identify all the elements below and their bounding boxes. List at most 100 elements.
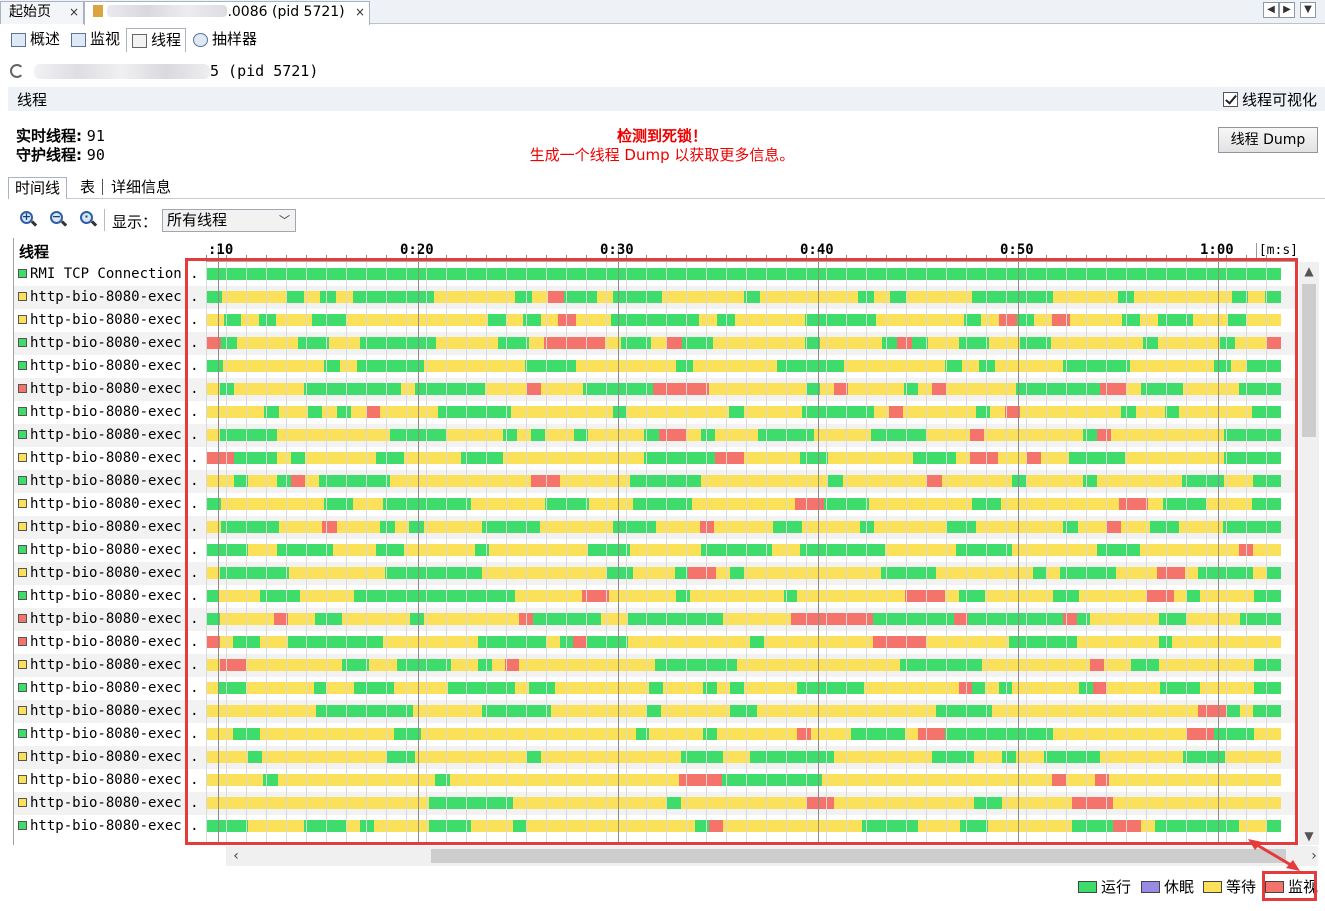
state-segment — [838, 590, 851, 602]
show-filter-select[interactable]: 所有线程 ﹀ — [162, 209, 296, 232]
thread-name[interactable]: http-bio-8080-exec.. — [18, 815, 199, 838]
thread-name[interactable]: http-bio-8080-exec.. — [18, 309, 199, 332]
state-segment — [913, 544, 927, 556]
state-segment — [1005, 567, 1019, 579]
horizontal-scrollbar[interactable]: ‹ › — [226, 846, 1318, 866]
thread-name[interactable]: RMI TCP Connection.. — [18, 263, 199, 286]
state-segment — [220, 544, 234, 556]
ruler-tick — [386, 255, 387, 261]
state-segment — [865, 774, 880, 786]
thread-name[interactable]: http-bio-8080-exec.. — [18, 332, 199, 355]
thread-name[interactable]: http-bio-8080-exec.. — [18, 654, 199, 677]
thread-name[interactable]: http-bio-8080-exec.. — [18, 493, 199, 516]
state-segment — [358, 705, 371, 717]
state-segment — [413, 705, 427, 717]
state-segment — [927, 475, 942, 487]
tab-table[interactable]: 表 — [80, 178, 96, 196]
thread-name[interactable]: http-bio-8080-exec.. — [18, 723, 199, 746]
zoom-out-icon[interactable]: − — [50, 210, 68, 229]
scroll-left-icon[interactable]: ‹ — [233, 848, 239, 864]
state-segment — [625, 383, 639, 395]
close-icon[interactable]: × — [68, 5, 79, 19]
state-segment — [729, 406, 744, 418]
thread-name[interactable]: http-bio-8080-exec.. — [18, 378, 199, 401]
scroll-down-icon[interactable]: ▼ — [1304, 829, 1314, 843]
vertical-scroll-thumb[interactable] — [1302, 284, 1316, 437]
state-segment — [470, 314, 488, 326]
state-segment — [981, 314, 999, 326]
close-icon[interactable]: × — [354, 5, 365, 19]
tab-scroll-left-icon[interactable]: ◀ — [1263, 2, 1279, 18]
tab-process[interactable]: .0086 (pid 5721) × — [84, 1, 370, 25]
state-segment — [976, 521, 990, 533]
tab-sampler[interactable]: 抽样器 — [188, 28, 262, 52]
state-segment — [764, 659, 778, 671]
thread-name[interactable]: http-bio-8080-exec.. — [18, 631, 199, 654]
state-segment — [695, 820, 709, 832]
state-segment — [330, 705, 344, 717]
state-segment — [818, 659, 832, 671]
thread-name[interactable]: http-bio-8080-exec.. — [18, 792, 199, 815]
thread-name[interactable]: http-bio-8080-exec.. — [18, 286, 199, 309]
thread-name[interactable]: http-bio-8080-exec.. — [18, 562, 199, 585]
tab-details[interactable]: 详细信息 — [111, 178, 172, 196]
thread-name[interactable]: http-bio-8080-exec.. — [18, 401, 199, 424]
state-segment — [1017, 314, 1034, 326]
tab-start-page[interactable]: 起始页 × — [0, 1, 84, 24]
thread-name[interactable]: http-bio-8080-exec.. — [18, 700, 199, 723]
state-segment — [1111, 452, 1125, 464]
state-segment — [1129, 567, 1143, 579]
state-segment — [222, 291, 239, 303]
scroll-up-icon[interactable]: ▲ — [1304, 264, 1314, 278]
tab-timeline[interactable]: 时间线 — [8, 177, 68, 199]
thread-dump-button[interactable]: 线程 Dump — [1218, 127, 1318, 153]
thread-name[interactable]: http-bio-8080-exec.. — [18, 470, 199, 493]
grid-line — [1046, 262, 1047, 845]
thread-name[interactable]: http-bio-8080-exec.. — [18, 424, 199, 447]
vertical-scrollbar[interactable]: ▲ ▼ — [1299, 262, 1319, 845]
state-segment — [955, 291, 972, 303]
thread-name[interactable]: http-bio-8080-exec.. — [18, 746, 199, 769]
thread-name[interactable]: http-bio-8080-exec.. — [18, 585, 199, 608]
state-segment — [1127, 383, 1141, 395]
thread-name[interactable]: http-bio-8080-exec.. — [18, 516, 199, 539]
state-segment — [889, 521, 903, 533]
thread-name[interactable]: http-bio-8080-exec.. — [18, 539, 199, 562]
checkbox-checked-icon[interactable] — [1222, 92, 1238, 107]
state-segment — [757, 728, 770, 740]
zoom-fit-icon[interactable]: · — [80, 210, 98, 229]
horizontal-scroll-thumb[interactable] — [431, 849, 1286, 863]
state-segment — [758, 521, 773, 533]
state-segment — [371, 567, 385, 579]
state-segment — [690, 728, 703, 740]
thread-name[interactable]: http-bio-8080-exec.. — [18, 769, 199, 792]
state-segment — [1012, 590, 1026, 602]
thread-name[interactable]: http-bio-8080-exec.. — [18, 608, 199, 631]
tab-monitor[interactable]: 监视 — [66, 28, 124, 52]
thread-timeline-grid[interactable]: 线程 [m:s] :10 0:20 0:30 0:40 0:50 1:00 RMI TCP… — [13, 238, 1325, 845]
thread-name[interactable]: http-bio-8080-exec.. — [18, 677, 199, 700]
state-segment — [1193, 498, 1207, 510]
zoom-in-icon[interactable]: + — [20, 210, 38, 229]
tab-scroll-right-icon[interactable]: ▶ — [1279, 2, 1295, 18]
tab-list-dropdown-icon[interactable]: ▼ — [1300, 2, 1316, 18]
state-segment — [221, 337, 237, 349]
thread-name[interactable]: http-bio-8080-exec.. — [18, 447, 199, 470]
state-segment — [874, 406, 889, 418]
state-segment — [851, 337, 866, 349]
tab-threads[interactable]: 线程 — [126, 28, 186, 52]
state-segment — [862, 383, 876, 395]
state-segment — [751, 774, 765, 786]
state-segment — [307, 360, 324, 372]
visualize-threads-checkbox[interactable]: 线程可视化 — [1222, 89, 1317, 110]
grid-line — [1246, 262, 1247, 845]
state-segment — [478, 774, 493, 786]
state-segment — [582, 728, 596, 740]
grid-line — [1066, 262, 1067, 845]
scroll-right-icon[interactable]: › — [1311, 848, 1317, 864]
tab-overview[interactable]: 概述 — [6, 28, 64, 52]
state-segment — [551, 567, 564, 579]
state-segment — [764, 383, 778, 395]
state-segment — [966, 774, 980, 786]
thread-name[interactable]: http-bio-8080-exec.. — [18, 355, 199, 378]
